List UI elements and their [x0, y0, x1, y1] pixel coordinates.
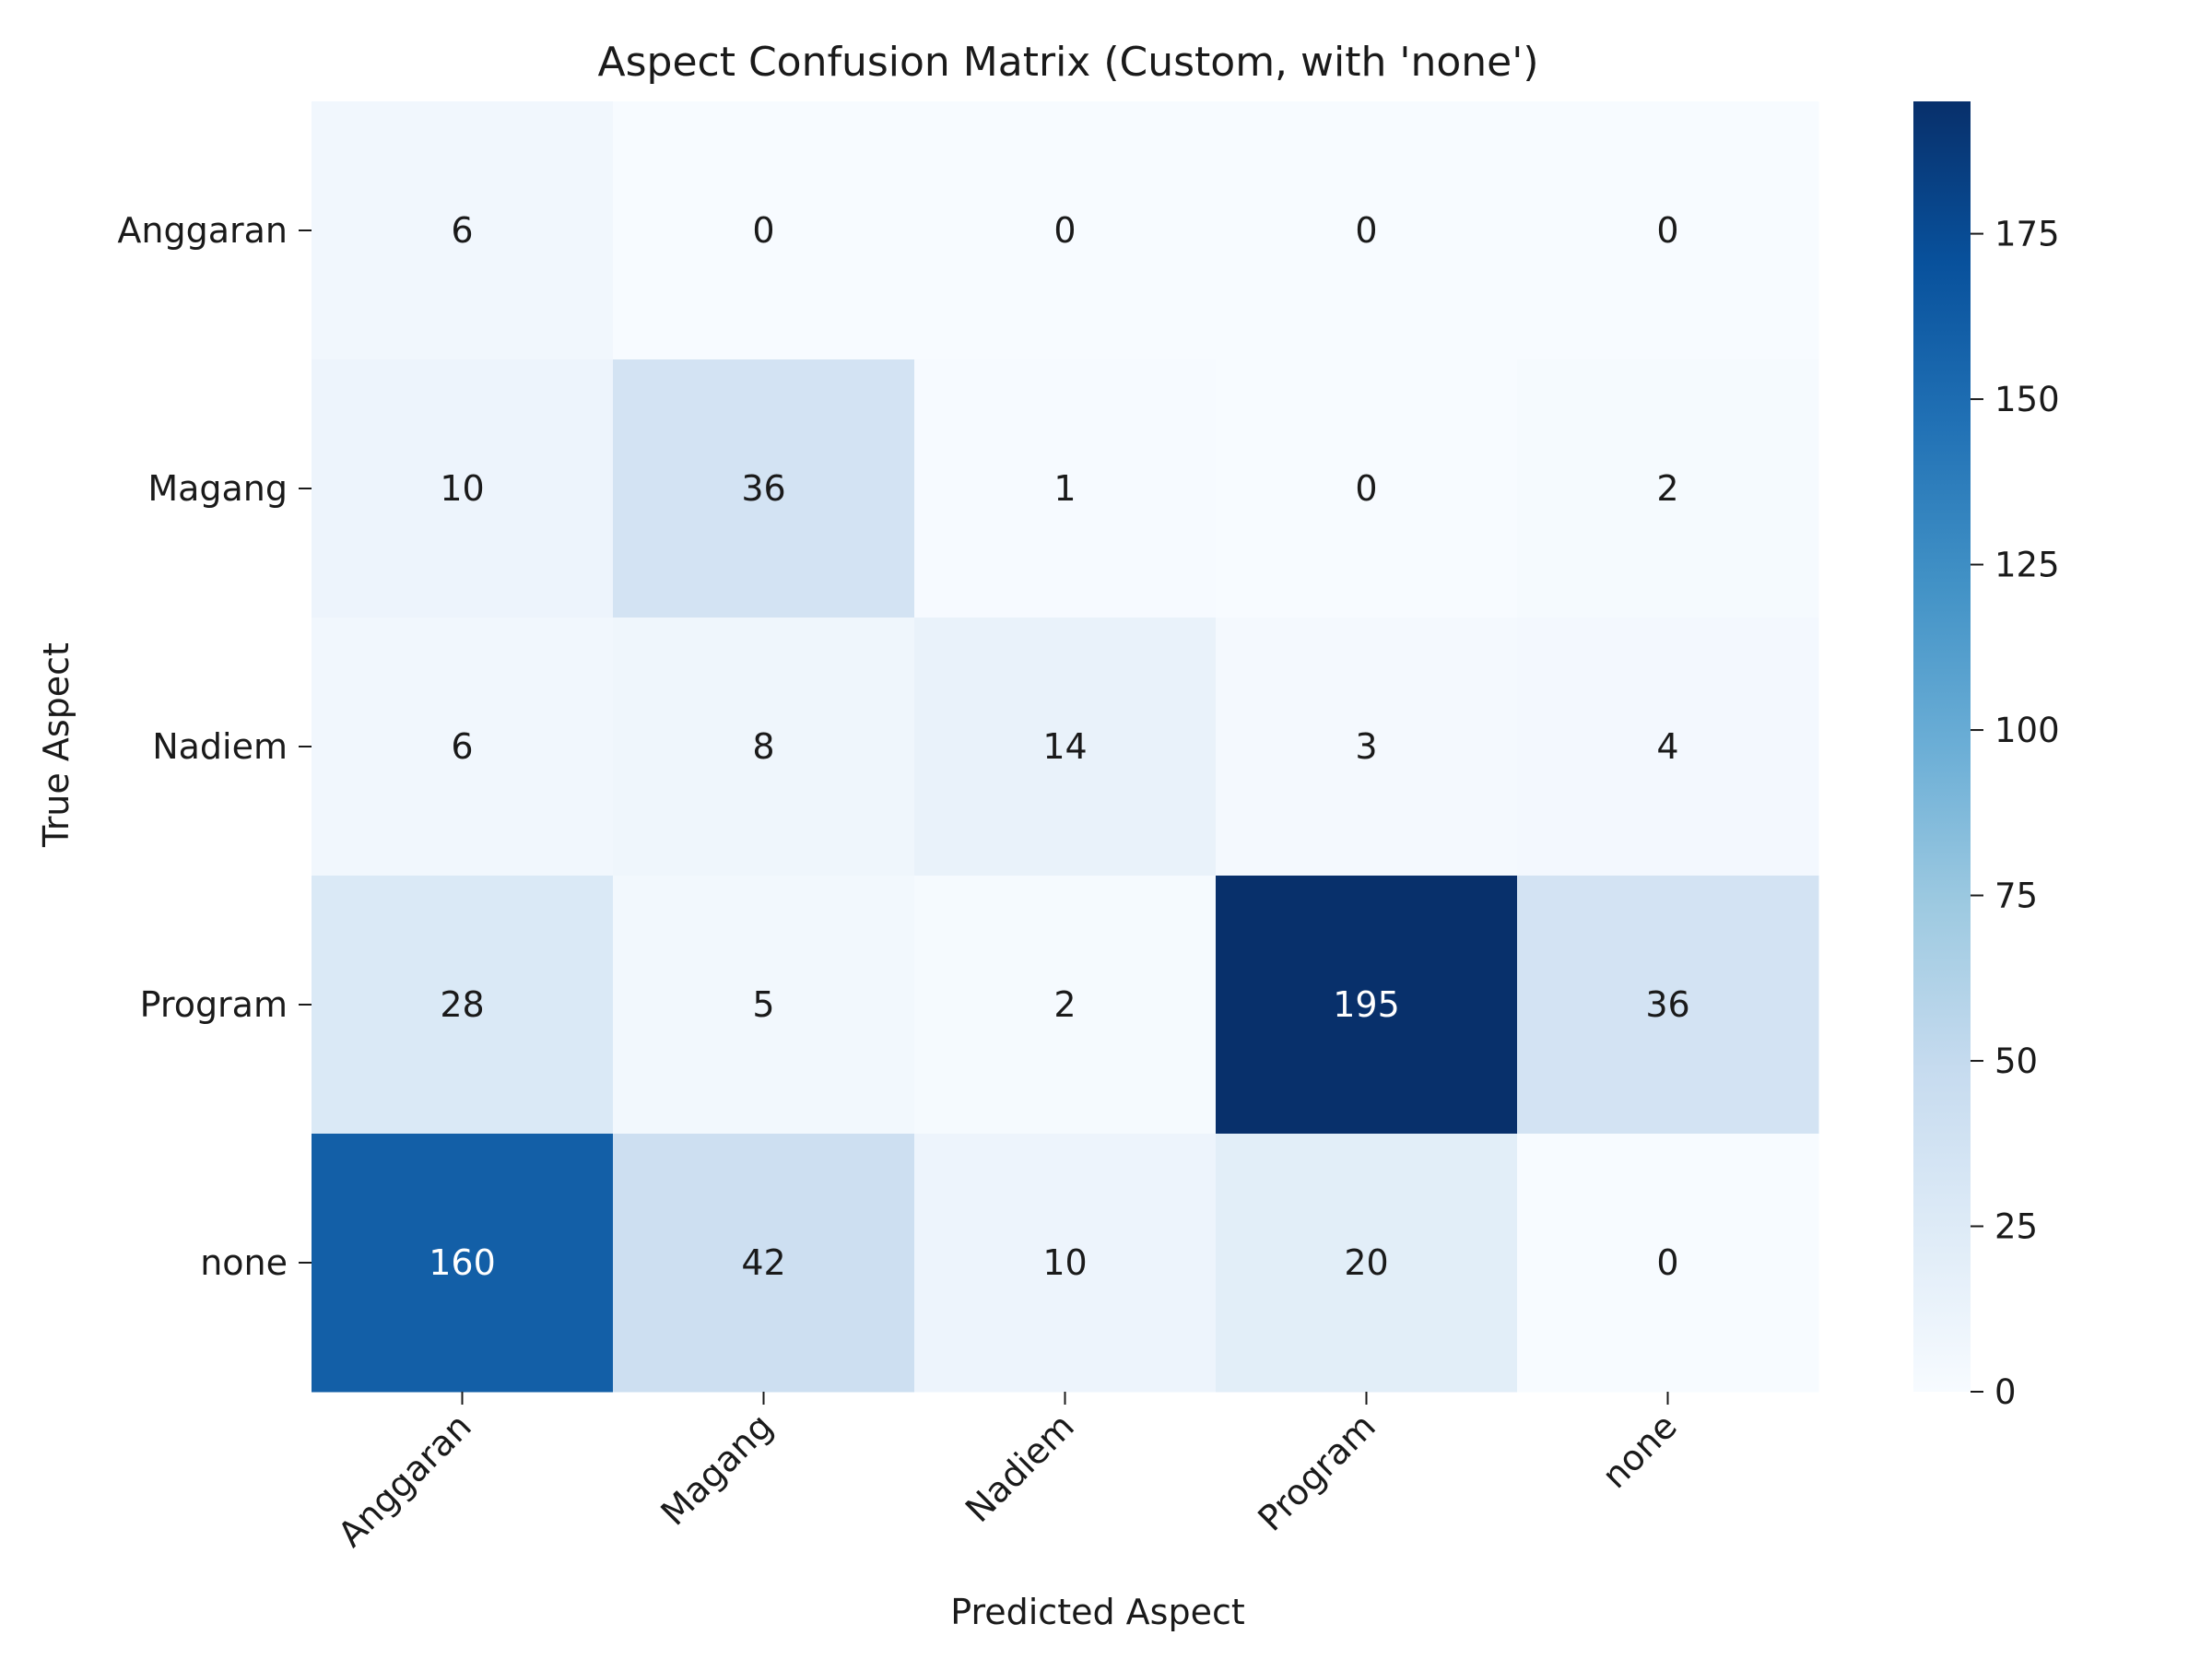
cell-value-label: 14 — [1042, 726, 1087, 767]
heatmap-cell — [312, 618, 614, 877]
y-tick-label: Anggaran — [117, 210, 288, 251]
cell-value-label: 195 — [1333, 984, 1400, 1025]
heatmap-cell — [613, 876, 915, 1135]
heatmap-cell — [1216, 876, 1518, 1135]
cell-value-label: 6 — [451, 726, 473, 767]
cell-value-label: 6 — [451, 210, 473, 251]
cell-value-label: 36 — [1645, 984, 1689, 1025]
colorbar-tick-label: 25 — [1994, 1207, 2038, 1247]
colorbar-tick-label: 125 — [1994, 546, 2060, 585]
colorbar — [1913, 101, 1971, 1392]
heatmap-cell — [1216, 359, 1518, 618]
heatmap-cell — [914, 876, 1217, 1135]
heatmap-cell — [1517, 876, 1819, 1135]
cell-value-label: 2 — [1656, 468, 1678, 509]
heatmap-cell — [914, 618, 1217, 877]
heatmap-cell — [613, 618, 915, 877]
heatmap-cell — [1517, 101, 1819, 360]
colorbar-tick-label: 100 — [1994, 711, 2060, 750]
colorbar-tick-label: 150 — [1994, 380, 2060, 419]
cell-value-label: 2 — [1053, 984, 1076, 1025]
cell-value-label: 160 — [429, 1242, 496, 1283]
heatmap-cell — [312, 101, 614, 360]
heatmap-cell — [1517, 618, 1819, 877]
y-axis-label: True Aspect — [36, 642, 76, 848]
cell-value-label: 5 — [752, 984, 774, 1025]
heatmap-cell — [312, 1134, 614, 1393]
x-tick-label: Magang — [653, 1406, 780, 1533]
cell-value-label: 4 — [1656, 726, 1678, 767]
heatmap-cell — [312, 359, 614, 618]
heatmap-cell — [914, 101, 1217, 360]
y-tick-label: Nadiem — [152, 726, 288, 767]
cell-value-label: 42 — [741, 1242, 785, 1283]
x-tick-label: none — [1594, 1406, 1685, 1496]
x-tick-labels: Anggaran Magang Nadiem Program none — [330, 1392, 1685, 1555]
cell-value-label: 20 — [1344, 1242, 1388, 1283]
y-tick-labels: Anggaran Magang Nadiem Program none — [117, 210, 312, 1283]
heatmap-cell — [1216, 618, 1518, 877]
y-tick-label: none — [200, 1242, 288, 1283]
cell-value-label: 8 — [752, 726, 774, 767]
heatmap-cell — [613, 1134, 915, 1393]
x-tick-label: Nadiem — [958, 1406, 1082, 1530]
chart-title: Aspect Confusion Matrix (Custom, with 'n… — [598, 39, 1539, 86]
cell-value-label: 0 — [1053, 210, 1076, 251]
cell-value-label: 1 — [1053, 468, 1076, 509]
heatmap-cell — [1216, 1134, 1518, 1393]
y-tick-label: Program — [140, 984, 288, 1025]
cell-value-label: 0 — [1656, 1242, 1678, 1283]
y-tick-label: Magang — [147, 468, 288, 509]
cell-value-label: 28 — [440, 984, 484, 1025]
cell-value-label: 3 — [1355, 726, 1377, 767]
heatmap-cell — [1517, 359, 1819, 618]
cell-value-label: 10 — [440, 468, 484, 509]
heatmap-cell — [312, 876, 614, 1135]
cell-value-label: 10 — [1042, 1242, 1087, 1283]
heatmap-cell — [1517, 1134, 1819, 1393]
colorbar-tick-label: 175 — [1994, 215, 2060, 254]
colorbar-tick-label: 0 — [1994, 1372, 2017, 1412]
cell-value-label: 0 — [752, 210, 774, 251]
colorbar-tick-label: 50 — [1994, 1041, 2038, 1081]
heatmap-cell — [1216, 101, 1518, 360]
heatmap-cell — [613, 101, 915, 360]
x-tick-label: Anggaran — [330, 1406, 479, 1555]
cell-value-label: 36 — [741, 468, 785, 509]
colorbar-ticks: 0 25 50 75 100 125 150 175 — [1971, 215, 2060, 1412]
cell-value-label: 0 — [1656, 210, 1678, 251]
heatmap-cell — [914, 1134, 1217, 1393]
cell-value-label: 0 — [1355, 210, 1377, 251]
heatmap-cell — [914, 359, 1217, 618]
colorbar-tick-label: 75 — [1994, 877, 2038, 916]
x-tick-label: Program — [1250, 1406, 1382, 1538]
heatmap-cell — [613, 359, 915, 618]
cell-value-label: 0 — [1355, 468, 1377, 509]
x-axis-label: Predicted Aspect — [950, 1592, 1245, 1632]
